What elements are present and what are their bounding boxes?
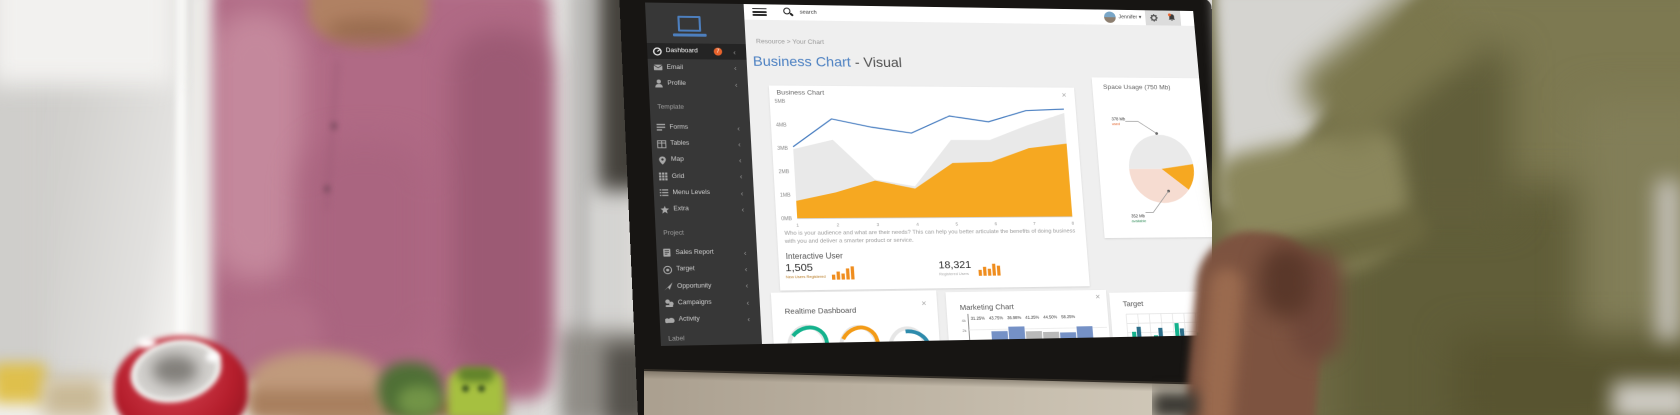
svg-text:2k: 2k: [962, 328, 967, 333]
svg-text:5: 5: [955, 222, 958, 228]
svg-text:4MB: 4MB: [776, 123, 787, 129]
svg-text:4k: 4k: [962, 318, 967, 323]
svg-text:3MB: 3MB: [777, 146, 788, 152]
svg-text:0MB: 0MB: [781, 217, 793, 223]
svg-text:3: 3: [876, 222, 879, 228]
svg-text:2: 2: [836, 223, 839, 229]
svg-text:5MB: 5MB: [775, 99, 786, 105]
svg-text:2MB: 2MB: [778, 169, 789, 175]
svg-text:6: 6: [994, 221, 997, 227]
svg-text:1: 1: [796, 223, 799, 229]
svg-text:8: 8: [1071, 221, 1074, 227]
svg-text:4: 4: [916, 222, 919, 228]
svg-text:used: used: [1112, 122, 1120, 127]
svg-text:7: 7: [1033, 221, 1036, 227]
svg-text:available: available: [1131, 218, 1147, 223]
svg-text:1MB: 1MB: [780, 193, 792, 199]
svg-text:352 Mb: 352 Mb: [1131, 214, 1145, 219]
svg-text:378 Mb: 378 Mb: [1111, 117, 1125, 122]
